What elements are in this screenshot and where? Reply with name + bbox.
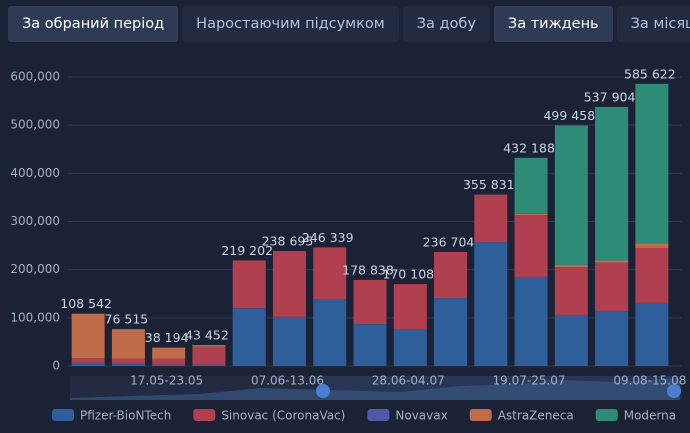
y-tick-label: 500,000 — [10, 118, 60, 132]
bar-segment — [152, 347, 186, 359]
bar-segment — [554, 314, 588, 366]
navigator — [70, 376, 682, 400]
legend-label[interactable]: Novavax — [395, 409, 447, 423]
legend-swatch[interactable] — [193, 409, 216, 421]
bar-segment — [111, 358, 145, 364]
bar-segment — [232, 308, 266, 366]
bar-segment — [393, 284, 427, 329]
tab[interactable]: За місяць — [616, 6, 690, 42]
bar-segment — [192, 345, 226, 347]
bar-segment — [71, 313, 105, 359]
y-tick-label: 100,000 — [10, 310, 60, 324]
bar-segment — [313, 247, 347, 300]
bar-segment — [595, 311, 629, 366]
bar-segment — [192, 364, 226, 366]
navigator-handle[interactable] — [667, 384, 681, 398]
bar-segment — [71, 362, 105, 366]
bar-segment — [272, 251, 306, 317]
tab-bar: За обраний період Наростаючим підсумком … — [8, 6, 690, 42]
total-label: 43 452 — [185, 328, 229, 343]
y-tick-label: 200,000 — [10, 262, 60, 276]
navigator-handle[interactable] — [316, 384, 330, 398]
legend-swatch[interactable] — [469, 409, 492, 421]
y-tick-label: 600,000 — [10, 70, 60, 84]
bar-segment — [434, 251, 468, 299]
bar-segment — [353, 324, 387, 366]
legend-label[interactable]: AstraZeneca — [498, 409, 574, 423]
bar-segment — [192, 346, 226, 365]
total-label: 219 202 — [221, 243, 273, 258]
bar-segment — [474, 242, 508, 366]
bar-segment — [111, 363, 145, 366]
tab[interactable]: За добу — [402, 6, 490, 42]
x-tick-label: 17.05-23.05 — [130, 374, 203, 388]
bar-segment — [393, 328, 427, 366]
bar-segment — [514, 215, 548, 277]
total-label: 537 904 — [584, 89, 636, 104]
bar-segment — [595, 106, 629, 261]
bar-segment — [474, 194, 508, 243]
bar-segment — [434, 298, 468, 366]
total-label: 76 515 — [105, 312, 149, 327]
y-tick-label: 300,000 — [10, 214, 60, 228]
tab[interactable]: За обраний період — [8, 6, 179, 42]
bar-segment — [71, 358, 105, 363]
bar-segment — [635, 302, 669, 366]
legend-swatch[interactable] — [367, 409, 390, 421]
bar-segment — [595, 260, 629, 263]
legend-swatch[interactable] — [595, 409, 618, 421]
total-label: 432 188 — [503, 140, 555, 155]
bar-segment — [635, 83, 669, 244]
x-tick-label: 28.06-04.07 — [372, 374, 445, 388]
bar-segment — [353, 279, 387, 325]
bar-segment — [635, 247, 669, 303]
bar-segment — [595, 262, 629, 312]
bar-segment — [554, 267, 588, 315]
total-label: 355 831 — [463, 177, 515, 192]
bar-segment — [554, 125, 588, 265]
bar-segment — [313, 299, 347, 366]
total-label: 170 108 — [382, 267, 434, 282]
y-tick-label: 400,000 — [10, 166, 60, 180]
bar-segment — [111, 329, 145, 359]
bar-segment — [554, 264, 588, 268]
legend-label[interactable]: Moderna — [624, 409, 676, 423]
x-tick-label: 19.07-25.07 — [493, 374, 566, 388]
total-label: 499 458 — [543, 108, 595, 123]
y-tick-label: 0 — [52, 359, 60, 373]
total-label: 236 704 — [423, 234, 475, 249]
bar-segment — [152, 358, 186, 365]
total-label: 238 695 — [262, 234, 314, 249]
total-label: 178 838 — [342, 262, 394, 277]
bar-segment — [635, 243, 669, 248]
bar-segment — [514, 276, 548, 366]
bar-segment — [152, 364, 186, 366]
total-label: 246 339 — [302, 230, 354, 245]
bar-segment — [272, 316, 306, 366]
total-label: 108 542 — [60, 296, 112, 311]
x-tick-label: 09.08-15.08 — [613, 374, 686, 388]
total-label: 585 622 — [624, 66, 676, 81]
navigator-series — [70, 378, 680, 400]
x-tick-label: 07.06-13.06 — [251, 374, 324, 388]
bar-segment — [514, 157, 548, 214]
total-label: 38 194 — [145, 330, 189, 345]
legend-swatch[interactable] — [52, 409, 74, 421]
tab[interactable]: Наростаючим підсумком — [182, 6, 399, 42]
bar-segment — [232, 260, 266, 309]
bar-segment — [514, 213, 548, 216]
legend-label[interactable]: Sinovac (CoronaVac) — [221, 409, 345, 423]
legend-label[interactable]: Pfizer-BioNTech — [80, 409, 171, 423]
tab[interactable]: За тиждень — [493, 6, 613, 42]
